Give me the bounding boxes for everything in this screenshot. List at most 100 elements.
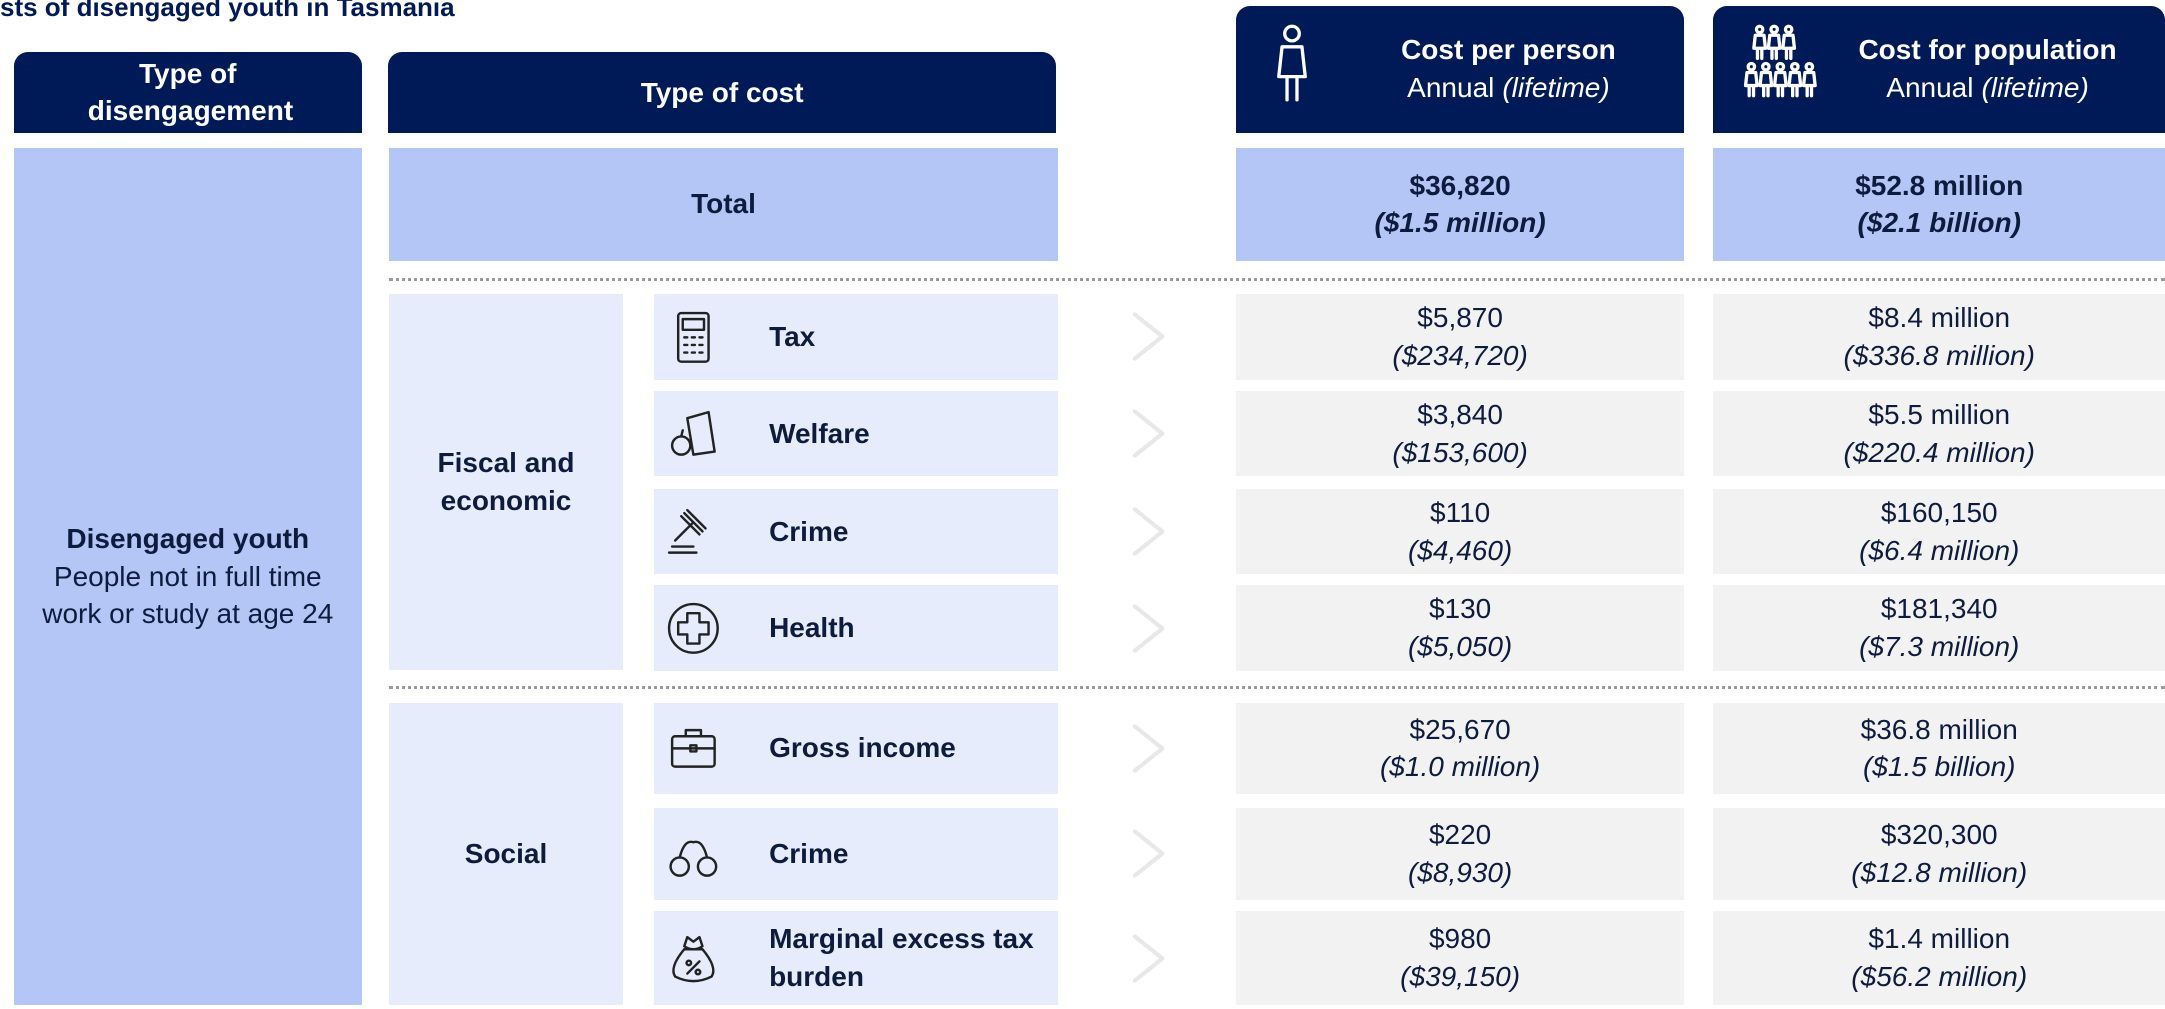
chevron [1132, 829, 1165, 879]
lifetime-value: ($5,050) [1407, 631, 1513, 663]
lifetime-value: ($1.0 million) [1379, 751, 1541, 783]
value: $8.4 million [1868, 302, 2011, 334]
header-cost-type: Type of cost [387, 52, 1057, 133]
disengagement-description: People not in full time work or study at… [42, 560, 334, 630]
header-lifetime: (lifetime) [1502, 72, 1610, 104]
value: $110 [1430, 496, 1491, 528]
total-lifetime: ($2.1 billion) [1857, 207, 2021, 239]
per-person-cell: $25,670 ($1.0 million) [1235, 702, 1685, 794]
per-person-cell: $5,870 ($234,720) [1235, 294, 1685, 380]
value: $1.4 million [1868, 923, 2011, 955]
value: $320,300 [1880, 819, 1998, 851]
cost-row: Tax [654, 294, 1058, 380]
group-cell: Social [389, 702, 623, 1006]
header-subtitle: Annual (lifetime) [1407, 69, 1610, 107]
cost-icon [669, 840, 718, 877]
cost-row: Crime [654, 807, 1058, 901]
cost-label: Welfare [769, 417, 870, 449]
lifetime-value: ($39,150) [1400, 961, 1521, 993]
per-person-cell: $980 ($39,150) [1235, 911, 1685, 1006]
header-lifetime: (lifetime) [1981, 72, 2089, 104]
cost-label: Health [769, 612, 855, 644]
value: $181,340 [1880, 593, 1998, 625]
header-disengagement: Type of disengagement [13, 52, 362, 133]
lifetime-value: ($336.8 million) [1843, 339, 2035, 371]
cost-row: Health [654, 585, 1058, 672]
disengagement-name: Disengaged youth [66, 522, 310, 554]
value: $25,670 [1409, 713, 1511, 745]
value: $130 [1428, 593, 1492, 625]
cost-row: Marginal excess tax burden [654, 911, 1058, 1006]
lifetime-value: ($8,930) [1407, 856, 1513, 888]
population-cell: $36.8 million ($1.5 billion) [1713, 702, 2165, 794]
population-cell: $8.4 million ($336.8 million) [1713, 294, 2165, 380]
cost-icon [676, 311, 710, 363]
lifetime-value: ($4,460) [1407, 534, 1513, 566]
total-label: Total [691, 188, 756, 220]
cost-label: Gross income [769, 732, 956, 764]
header-subtitle: Annual (lifetime) [1886, 69, 2089, 107]
cost-icon [667, 509, 707, 555]
divider [389, 277, 2165, 281]
cost-label: Crime [769, 838, 849, 870]
population-cell: $5.5 million ($220.4 million) [1713, 390, 2165, 477]
chevron [1132, 934, 1165, 983]
chevron [1132, 724, 1165, 773]
lifetime-value: ($7.3 million) [1859, 631, 2020, 663]
total-population: $52.8 million ($2.1 billion) [1713, 147, 2165, 261]
title-text: sts of disengaged youth in Tasmania [0, 0, 455, 22]
header-annual: Annual [1407, 72, 1495, 104]
header-title: Cost for population [1858, 34, 2117, 66]
population-cell: $160,150 ($6.4 million) [1713, 488, 2165, 575]
per-person-cell: $3,840 ($153,600) [1235, 390, 1685, 477]
lifetime-value: ($220.4 million) [1843, 436, 2035, 468]
lifetime-value: ($6.4 million) [1859, 534, 2020, 566]
group-cell: Fiscal and economic [389, 294, 623, 670]
total-label-cell: Total [389, 147, 1058, 261]
total-value: $36,820 [1409, 169, 1511, 201]
value: $3,840 [1417, 398, 1503, 430]
header-icon [1744, 24, 1817, 97]
lifetime-value: ($234,720) [1392, 339, 1528, 371]
chevron [1132, 409, 1165, 458]
chevron [1132, 604, 1165, 653]
value: $5.5 million [1868, 398, 2011, 430]
per-person-cell: $110 ($4,460) [1235, 488, 1685, 575]
total-lifetime: ($1.5 million) [1374, 207, 1546, 239]
chevron [1132, 507, 1165, 556]
header-text: Type of disengagement [87, 57, 294, 127]
cost-row: Crime [654, 488, 1058, 575]
cost-label: Crime [769, 515, 849, 547]
header-text: Type of cost [640, 76, 804, 108]
value: $36.8 million [1860, 713, 2018, 745]
chevron [1132, 312, 1165, 362]
cost-icon [667, 602, 719, 654]
header-icon [1277, 24, 1308, 102]
cost-label: Tax [769, 320, 816, 352]
lifetime-value: ($153,600) [1392, 436, 1528, 468]
header-annual: Annual [1886, 72, 1974, 104]
total-per-person: $36,820 ($1.5 million) [1235, 147, 1685, 261]
population-cell: $320,300 ($12.8 million) [1713, 807, 2165, 901]
group-name: Social [464, 838, 548, 870]
group-name: Fiscal and economic [437, 447, 575, 516]
divider [389, 686, 2165, 690]
cost-icon [671, 935, 715, 983]
cost-row: Welfare [654, 390, 1058, 477]
population-cell: $181,340 ($7.3 million) [1713, 585, 2165, 672]
header-cost_per_person: Cost per person Annual (lifetime) [1235, 5, 1685, 133]
value: $160,150 [1880, 496, 1998, 528]
value: $980 [1428, 923, 1492, 955]
total-value: $52.8 million [1855, 169, 2024, 201]
header-title: Cost per person [1401, 34, 1616, 66]
cost-icon [670, 411, 716, 457]
per-person-cell: $130 ($5,050) [1235, 585, 1685, 672]
disengagement-cell: Disengaged youth People not in full time … [13, 147, 362, 1006]
value: $220 [1428, 819, 1492, 851]
lifetime-value: ($1.5 billion) [1862, 751, 2016, 783]
cost-icon [670, 728, 716, 768]
lifetime-value: ($56.2 million) [1851, 961, 2028, 993]
per-person-cell: $220 ($8,930) [1235, 807, 1685, 901]
value: $5,870 [1417, 302, 1503, 334]
